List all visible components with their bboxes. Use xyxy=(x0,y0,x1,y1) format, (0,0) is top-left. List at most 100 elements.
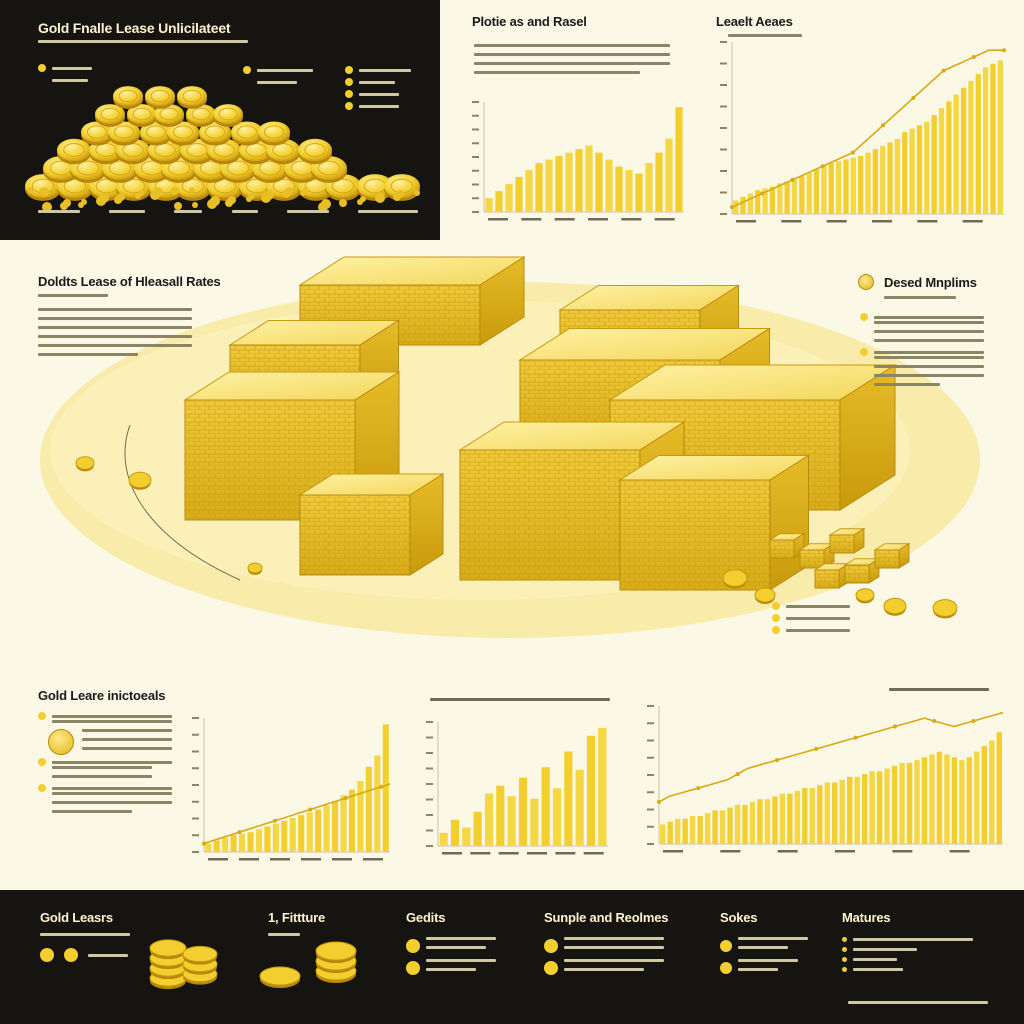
gold-block-texture xyxy=(845,565,869,583)
bullet-icon xyxy=(243,66,251,74)
chart-top-right xyxy=(720,41,1006,223)
gold-block-side xyxy=(898,542,910,569)
hero-panel: Gold Fnalle Lease Unlicilateet xyxy=(0,0,440,240)
x-tick-label xyxy=(588,218,608,221)
chart-title: Leaelt Aeaes xyxy=(716,14,793,29)
coin-rim xyxy=(113,125,135,139)
gold-coin xyxy=(154,104,184,124)
gold-coin xyxy=(298,138,332,162)
x-tick-label xyxy=(962,220,983,223)
chart-bar xyxy=(989,740,995,844)
coin-rim xyxy=(118,89,138,103)
list-item xyxy=(406,937,496,955)
chart-bar xyxy=(535,163,543,212)
hero-footer-labels xyxy=(38,210,418,219)
y-tick-label xyxy=(472,183,479,186)
chart-point xyxy=(237,830,242,835)
chart-bar xyxy=(719,810,726,844)
y-tick-label xyxy=(472,142,479,145)
chart-bar xyxy=(847,776,853,844)
gold-block-texture xyxy=(460,450,640,580)
gold-coin xyxy=(231,121,263,143)
hero-title: Gold Fnalle Lease Unlicilateet xyxy=(38,20,231,36)
chart-bar xyxy=(806,173,812,214)
x-tick-label xyxy=(555,852,576,855)
gold-coin xyxy=(855,588,875,602)
chart-bar xyxy=(315,809,322,852)
gold-coin xyxy=(213,104,243,124)
footer-col-1: Gold Leasrs xyxy=(40,910,130,962)
chart-bar xyxy=(891,765,898,844)
chart-bar xyxy=(944,754,950,844)
coin-rim xyxy=(191,107,211,121)
chart-bar xyxy=(747,193,754,214)
hero-subtitle-lines xyxy=(38,40,248,49)
footer-col-3: Gedits xyxy=(406,910,496,977)
chart-bar xyxy=(787,793,793,844)
x-tick-label xyxy=(781,220,802,223)
y-tick-label xyxy=(472,156,479,158)
gold-nugget xyxy=(393,193,401,201)
chart-bar xyxy=(749,802,756,844)
chart-bar xyxy=(525,170,533,212)
chart-point xyxy=(1002,48,1006,53)
coin-rim xyxy=(86,125,108,139)
bullet-icon xyxy=(772,602,780,610)
bullet-icon xyxy=(38,712,46,720)
chart-bar xyxy=(951,757,958,844)
x-tick-label xyxy=(442,852,462,855)
gold-coin xyxy=(95,104,125,124)
footer-col-title: Sunple and Reolmes xyxy=(544,910,669,925)
chart-description xyxy=(474,44,670,80)
coin-rim xyxy=(167,160,191,176)
gold-coin xyxy=(177,86,207,106)
coin-rim xyxy=(76,160,100,176)
y-tick-label xyxy=(472,101,479,103)
chart-bottom-2 xyxy=(426,721,608,855)
coin-icon xyxy=(64,948,78,962)
coin-rim xyxy=(150,89,170,103)
y-tick-label xyxy=(647,722,654,725)
chart-bar xyxy=(332,800,339,852)
chart-bar xyxy=(281,820,288,852)
chart-bar xyxy=(660,824,666,844)
list-item xyxy=(842,947,973,952)
chart-bar xyxy=(213,840,220,852)
chart-point xyxy=(850,150,855,155)
chart-bar xyxy=(667,821,673,844)
list-item xyxy=(720,937,808,955)
footer-col-title: Sokes xyxy=(720,910,758,925)
gold-coin xyxy=(259,966,301,986)
chart-bar xyxy=(824,782,830,844)
series-line xyxy=(731,49,1004,208)
gold-coin xyxy=(357,174,393,198)
footer-note xyxy=(848,1001,988,1004)
gold-nugget xyxy=(261,193,271,203)
chart-bar xyxy=(762,188,768,214)
chart-bar xyxy=(779,793,786,844)
y-tick-label xyxy=(720,41,727,43)
y-tick-label xyxy=(192,817,199,820)
chart-bar xyxy=(813,169,820,214)
gold-coin xyxy=(81,121,113,143)
coin-icon xyxy=(544,961,558,975)
x-tick-label xyxy=(892,850,913,853)
chart-bar xyxy=(555,156,563,212)
list-item xyxy=(243,66,313,74)
x-tick-label xyxy=(777,850,798,853)
chart-bar xyxy=(595,152,603,212)
bullet-icon xyxy=(345,90,353,98)
coin-rim xyxy=(145,125,167,139)
section-title: Doldts Lease of Hleasall Rates xyxy=(38,274,221,289)
chart-bar xyxy=(727,807,733,844)
chart-bar xyxy=(887,142,893,214)
coin-rim xyxy=(317,160,341,176)
chart-point xyxy=(379,784,384,789)
chart-bar xyxy=(809,788,815,844)
chart-bar xyxy=(755,190,761,214)
x-tick-label xyxy=(949,850,970,853)
y-tick-label xyxy=(647,739,654,742)
gold-coin xyxy=(186,104,216,124)
chart-top-middle xyxy=(472,101,684,221)
section-paragraph xyxy=(38,308,198,362)
